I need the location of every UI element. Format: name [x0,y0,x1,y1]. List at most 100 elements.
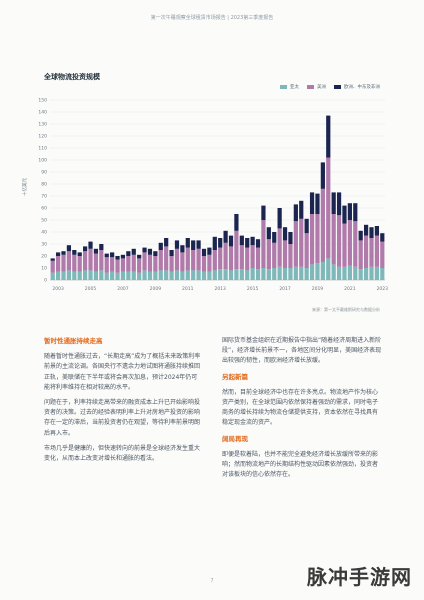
bar-segment-apac [347,265,352,280]
bar-segment-apac [88,270,93,280]
bar-segment-apac [299,266,304,280]
bar-segment-apac [288,268,293,280]
y-tick-label: 150 [38,98,47,104]
bar-segment-americas [326,157,331,259]
bar-segment-emea [234,214,239,231]
bar-segment-americas [61,254,66,272]
bar-segment-emea [369,227,374,238]
bar-segment-emea [299,200,304,219]
bar-segment-emea [304,218,309,234]
report-header: 第一次午睡观察全球租赁市场报告 | 2023第三季度报告 [150,15,274,21]
bar-segment-americas [250,245,255,268]
y-tick-label: 130 [38,122,47,128]
bar-segment-emea [266,227,271,240]
bar-segment-apac [66,270,72,280]
bar-segment-americas [120,258,126,272]
x-tick-label: 2005 [85,286,97,292]
bar-segment-americas [315,214,320,264]
bar-segment-emea [336,192,342,216]
bar-segment-americas [126,256,131,272]
bar-segment-emea [72,250,77,255]
bar-segment-americas [369,238,374,267]
bar-segment-apac [380,268,385,280]
bar-segment-emea [374,226,380,236]
bar-segment-apac [77,271,82,280]
bar-segment-americas [277,228,282,267]
bar-segment-apac [245,270,250,280]
bar-segment-americas [304,233,309,268]
bar-segment-americas [261,220,266,268]
bar-segment-emea [66,245,72,252]
bar-segment-americas [212,250,217,271]
bar-segment-emea [347,203,352,220]
bar-segment-americas [185,247,190,271]
bar-segment-emea [137,254,142,259]
bar-segment-emea [55,252,61,256]
x-tick-label: 2007 [117,286,129,292]
bar-segment-americas [309,214,315,265]
bar-segment-apac [266,269,271,280]
bar-segment-emea [326,115,331,158]
right-section-1-text: 然而，目前全球经济中也存在许多亮点。物流地产作为核心资产类别，在全球范围内依然保… [222,388,379,427]
y-axis-label: 十亿美元 [23,178,28,196]
bar-segment-americas [180,252,185,272]
bar-segment-apac [228,270,234,280]
bar-segment-americas [153,256,158,272]
bar-segment-americas [147,254,153,272]
bar-segment-emea [104,253,109,258]
bar-segment-americas [164,246,169,271]
bar-segment-emea [153,251,158,256]
bar-segment-apac [358,269,363,280]
y-tick-label: 0 [44,278,47,284]
bar-segment-emea [115,256,120,260]
bar-segment-apac [320,262,325,280]
bar-segment-americas [196,248,201,271]
chart-legend: 亚太 美洲 欧洲、中东及非洲 [280,84,380,90]
bar-segment-emea [99,244,104,250]
bar-segment-emea [126,251,131,256]
bar-segment-emea [363,224,369,236]
legend-label-apac: 亚太 [290,85,299,90]
bar-segment-americas [380,241,385,268]
bar-segment-americas [88,248,93,271]
chart-source: 来源：第一太平戴维斯研究与数据分析 [312,307,380,312]
bar-segment-emea [201,248,207,256]
bar-segment-emea [158,242,163,250]
bar-segment-apac [115,272,120,280]
bar-segment-americas [331,214,336,265]
bar-segment-emea [293,204,298,222]
bar-segment-americas [288,244,293,268]
bar-segment-emea [315,193,320,214]
bar-segment-emea [272,232,277,243]
legend-label-americas: 美洲 [317,85,326,90]
bar-segment-emea [174,240,180,249]
bar-segment-emea [250,236,255,246]
bar-segment-americas [207,254,212,272]
bar-segment-apac [239,269,244,280]
bar-segment-apac [218,269,223,280]
bar-segment-americas [50,260,55,273]
bar-segment-apac [83,270,88,280]
x-tick-label: 2015 [247,286,259,292]
bar-segment-apac [374,266,380,280]
page-number: 7 [210,578,214,584]
bar-segment-apac [250,268,255,280]
legend-label-emea: 欧洲、中东及非洲 [344,85,380,90]
bar-segment-americas [228,246,234,271]
bar-segment-emea [282,227,288,241]
bar-segment-emea [309,192,315,214]
bar-segment-americas [299,218,304,267]
bar-segment-americas [110,257,115,272]
legend-item-emea: 欧洲、中东及非洲 [334,84,380,90]
bar-segment-emea [218,238,223,248]
bar-segment-americas [293,221,298,267]
bar-segment-apac [293,266,298,280]
bar-segment-apac [50,272,55,280]
bar-segment-apac [131,271,136,280]
right-heading-1: 另起新篇 [222,372,248,381]
bar-segment-americas [336,215,342,267]
bar-segment-apac [223,269,228,280]
bar-segment-apac [99,270,104,280]
bar-segment-emea [88,241,93,249]
bar-segment-americas [239,245,244,270]
